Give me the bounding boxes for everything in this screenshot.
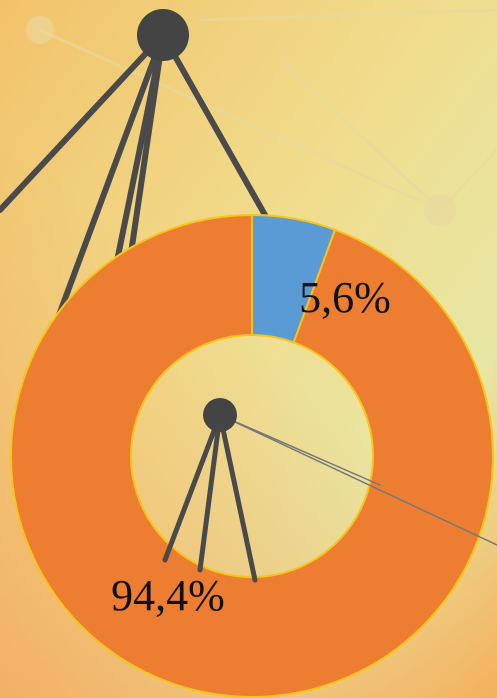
donut-slice	[10, 213, 494, 698]
data-label: 94,4%	[111, 571, 225, 620]
faint-node	[424, 194, 456, 226]
network-node	[203, 398, 237, 432]
labels: 5,6% 94,4%	[111, 273, 391, 620]
faint-network	[39, 8, 497, 212]
donut	[10, 213, 494, 698]
network-node	[137, 9, 189, 61]
network-lines-inner	[162, 412, 497, 583]
data-label: 5,6%	[299, 273, 391, 322]
faint-node	[26, 16, 54, 44]
